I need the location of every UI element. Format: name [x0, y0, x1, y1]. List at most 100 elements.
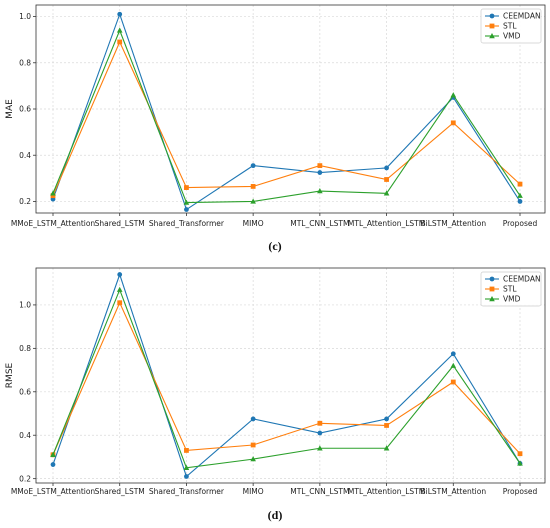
y-tick-label: 0.2: [19, 474, 31, 483]
series-vmd: [50, 286, 523, 470]
legend-marker: [489, 13, 495, 19]
data-point: [250, 456, 256, 462]
y-tick-label: 1.0: [19, 301, 31, 310]
data-point: [450, 379, 456, 385]
data-point: [184, 448, 189, 453]
data-point: [117, 11, 123, 17]
legend-label: VMD: [503, 32, 521, 41]
panel-caption: (c): [268, 239, 281, 253]
y-tick-label: 0.6: [19, 387, 31, 396]
data-point: [450, 120, 456, 126]
data-point: [50, 193, 56, 199]
legend-label: CEEMDAN: [503, 275, 541, 284]
legend-label: CEEMDAN: [503, 12, 541, 21]
legend-label: STL: [503, 285, 517, 294]
data-point: [450, 92, 457, 98]
legend-box: [480, 271, 542, 307]
x-tick-label: BiLSTM_Attention: [420, 487, 486, 496]
data-point: [50, 190, 56, 196]
legend-label: STL: [503, 22, 517, 31]
data-point: [384, 423, 389, 428]
x-tick-label: Proposed: [503, 219, 538, 228]
data-point: [517, 181, 523, 187]
data-point: [184, 185, 189, 190]
data-point: [317, 445, 323, 451]
x-tick-label: MTL_CNN_LSTM: [290, 487, 349, 496]
x-tick-label: MIMO: [243, 487, 264, 496]
data-point: [50, 462, 56, 467]
x-tick-label: MIMO: [243, 219, 264, 228]
series-line: [52, 301, 521, 455]
series-line: [52, 288, 521, 469]
data-point: [450, 351, 456, 357]
plot-frame: [35, 267, 546, 484]
data-point: [184, 474, 189, 479]
x-tick-label: MMoE_LSTM_Attention: [11, 487, 96, 496]
x-tick-label: MTL_Attention_LSTM: [348, 487, 425, 496]
data-point: [183, 199, 190, 205]
series-ceemdan: [50, 272, 523, 479]
series-line: [52, 12, 521, 211]
x-tick-label: MTL_CNN_LSTM: [290, 219, 349, 228]
data-point: [250, 198, 256, 204]
data-point: [183, 464, 190, 470]
panel-caption: (d): [268, 508, 283, 522]
data-point: [384, 177, 389, 182]
data-point: [517, 460, 523, 466]
series-stl: [50, 300, 523, 458]
data-point: [117, 300, 123, 306]
data-point: [317, 430, 323, 436]
data-point: [250, 442, 256, 448]
data-point: [384, 165, 389, 171]
y-tick-label: 1.0: [19, 12, 31, 21]
x-tick-label: Shared_LSTM: [95, 487, 145, 496]
y-axis-title: MAE: [5, 99, 15, 119]
data-point: [50, 451, 56, 457]
series-stl: [50, 39, 523, 199]
data-point: [517, 192, 523, 198]
series-vmd: [50, 27, 523, 205]
data-point: [517, 451, 523, 457]
legend-marker: [489, 33, 495, 39]
data-point: [250, 416, 256, 422]
y-tick-label: 0.6: [19, 105, 31, 114]
data-point: [450, 362, 457, 368]
data-point: [383, 445, 390, 451]
y-tick-label: 0.2: [19, 197, 31, 206]
y-tick-label: 0.8: [19, 58, 31, 67]
series-line: [52, 40, 521, 196]
data-point: [250, 163, 256, 169]
x-tick-label: MTL_Attention_LSTM: [348, 219, 425, 228]
data-point: [117, 272, 123, 277]
legend-marker: [489, 296, 495, 302]
legend-marker: [489, 23, 495, 29]
data-point: [116, 286, 123, 292]
y-tick-label: 0.4: [19, 431, 31, 440]
legend-marker: [489, 286, 495, 292]
y-tick-label: 0.8: [19, 344, 31, 353]
data-point: [517, 199, 523, 204]
data-point: [184, 207, 189, 212]
x-tick-label: Shared_LSTM: [95, 219, 145, 228]
x-tick-label: Shared_Transformer: [149, 219, 225, 228]
legend-marker: [489, 276, 495, 282]
x-tick-label: Proposed: [503, 487, 538, 496]
y-tick-label: 0.4: [19, 151, 31, 160]
data-point: [250, 184, 256, 189]
series-line: [52, 28, 521, 204]
data-point: [317, 170, 323, 175]
data-point: [383, 190, 390, 196]
data-point: [317, 163, 323, 169]
data-point: [317, 188, 323, 194]
data-point: [384, 416, 389, 422]
data-point: [117, 39, 123, 45]
y-axis-title: RMSE: [5, 362, 15, 388]
series-line: [52, 272, 521, 478]
x-tick-label: Shared_Transformer: [149, 487, 225, 496]
legend-box: [480, 8, 542, 44]
